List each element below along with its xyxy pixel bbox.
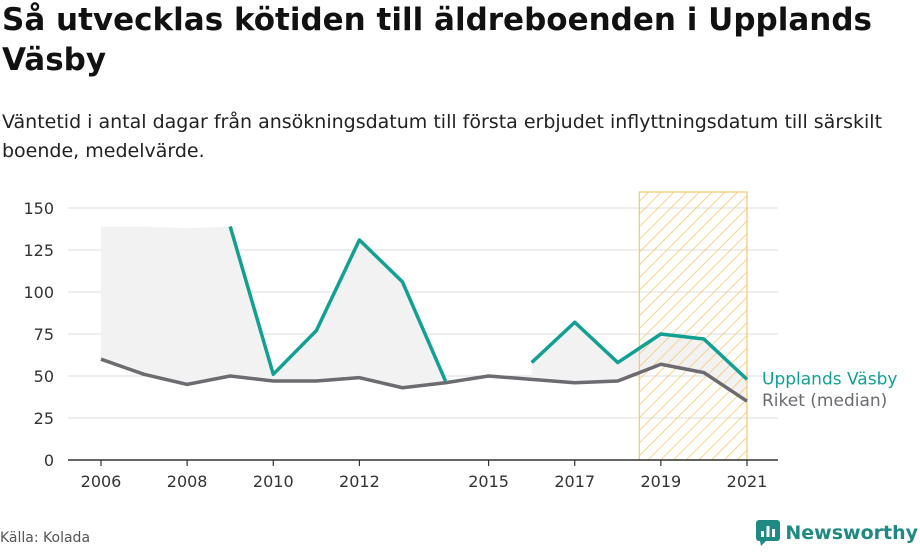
series-line-riket — [100, 357, 748, 403]
series-label-upplands-vasby: Upplands Väsby — [762, 369, 897, 389]
page-subtitle: Väntetid i antal dagar från ansökningsda… — [2, 111, 883, 162]
page-title: Så utvecklas kötiden till äldreboenden i… — [2, 2, 872, 78]
highlight-period — [638, 191, 748, 461]
x-tick-label: 2015 — [468, 472, 509, 491]
brand-name: Newsworthy — [785, 522, 918, 544]
x-tick-label: 2012 — [339, 472, 380, 491]
x-tick-label: 2010 — [253, 472, 294, 491]
brand-logo-group[interactable]: Newsworthy — [756, 520, 918, 546]
y-tick-label: 0 — [44, 451, 54, 470]
highlight-band — [638, 191, 748, 461]
x-tick-label: 2006 — [81, 472, 122, 491]
x-tick-label: 2017 — [554, 472, 595, 491]
newsworthy-logo-icon — [756, 520, 781, 546]
y-tick-label: 25 — [34, 409, 54, 428]
line-chart: 0 25 50 75 100 125 150 2006 2008 2010 2012 2015 2017… — [23, 191, 897, 491]
axes: 0 25 50 75 100 125 150 2006 2008 2010 2012 2015 2017… — [23, 199, 778, 491]
series-line-upplands-vasby-1 — [530, 320, 749, 381]
x-tick-label: 2008 — [167, 472, 208, 491]
y-tick-label: 125 — [23, 241, 54, 260]
y-tick-label: 50 — [34, 367, 54, 386]
y-tick-label: 150 — [23, 199, 54, 218]
series-lines — [100, 225, 749, 403]
y-tick-label: 75 — [34, 325, 54, 344]
series-line-upplands-vasby-0 — [228, 225, 448, 382]
y-tick-label: 100 — [23, 283, 54, 302]
source-note: Källa: Kolada — [0, 530, 91, 546]
difference-area-0 — [101, 226, 446, 388]
series-label-riket: Riket (median) — [762, 391, 887, 411]
x-tick-label: 2021 — [727, 472, 768, 491]
x-tick-label: 2019 — [641, 472, 682, 491]
